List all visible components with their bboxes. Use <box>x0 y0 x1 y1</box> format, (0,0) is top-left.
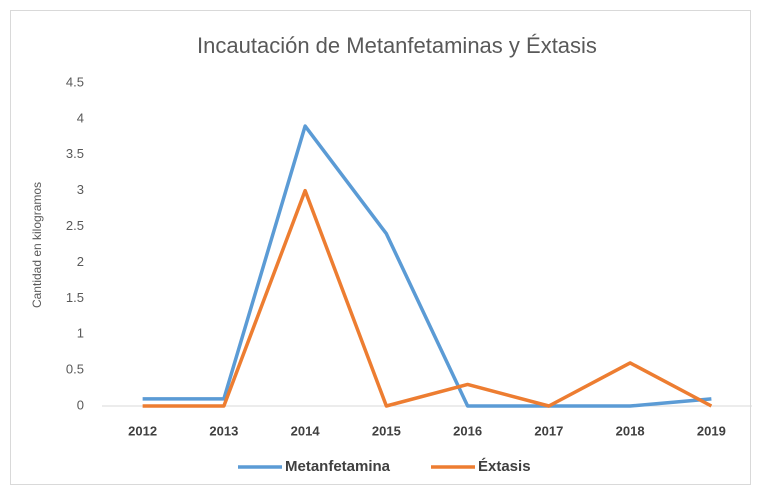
x-tick-label: 2017 <box>534 423 563 438</box>
x-tick-label: 2018 <box>616 423 645 438</box>
y-tick-label: 2.5 <box>66 218 84 233</box>
x-tick-label: 2016 <box>453 423 482 438</box>
x-tick-label: 2014 <box>291 423 321 438</box>
y-tick-label: 0 <box>77 397 84 412</box>
series-line <box>142 124 712 408</box>
series-line <box>142 188 713 408</box>
y-tick-label: 3 <box>77 182 84 197</box>
y-tick-label: 1.5 <box>66 290 84 305</box>
chart-title: Incautación de Metanfetaminas y Éxtasis <box>197 33 597 58</box>
y-tick-label: 3.5 <box>66 146 84 161</box>
x-tick-label: 2015 <box>372 423 401 438</box>
y-tick-label: 0.5 <box>66 362 84 377</box>
x-tick-label: 2012 <box>128 423 157 438</box>
chart-border <box>10 10 751 485</box>
y-axis-label: Cantidad en kilogramos <box>30 182 44 308</box>
legend-label: Éxtasis <box>478 458 531 475</box>
y-tick-label: 4.5 <box>66 74 84 89</box>
y-tick-label: 1 <box>77 326 84 341</box>
x-tick-label: 2013 <box>209 423 238 438</box>
legend-label: Metanfetamina <box>285 458 391 475</box>
y-tick-label: 4 <box>77 110 84 125</box>
y-tick-label: 2 <box>77 254 84 269</box>
x-tick-label: 2019 <box>697 423 726 438</box>
